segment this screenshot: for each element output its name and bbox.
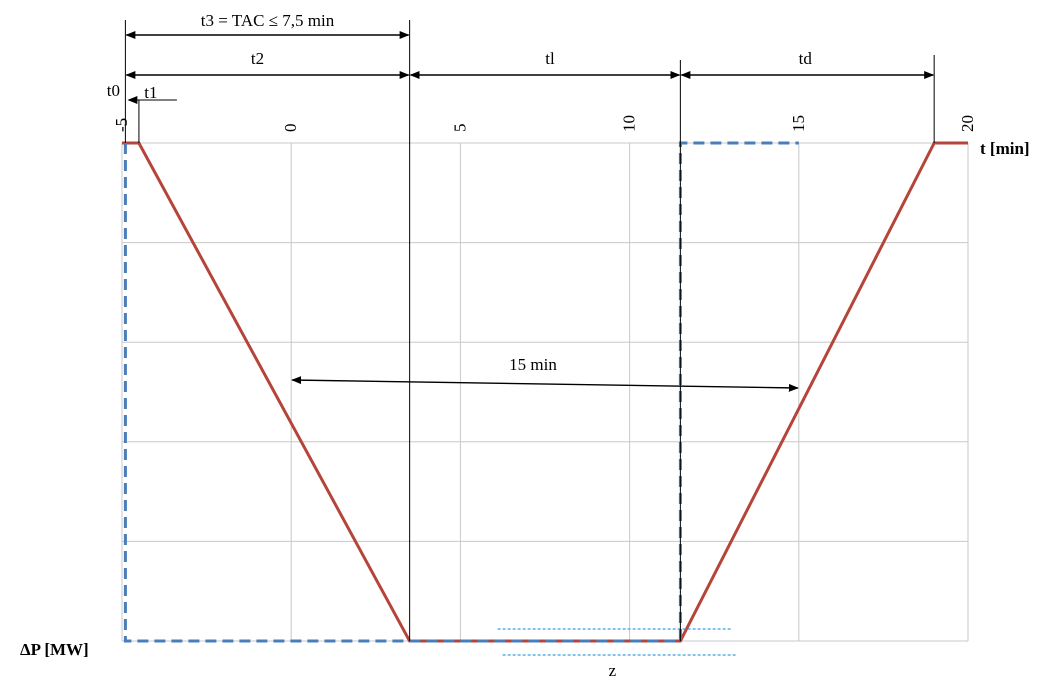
labels-layer: t [min] ΔP [MW]: [20, 139, 1030, 659]
t2-label: t2: [251, 49, 264, 68]
x-tick-label: 5: [450, 124, 469, 133]
y-axis-label: ΔP [MW]: [20, 640, 89, 659]
x-tick-label: -5: [112, 118, 131, 132]
solid-series-line: [122, 141, 968, 643]
grid: [121, 142, 969, 642]
x-tick-label: 0: [281, 124, 300, 133]
annotations-layer: -5 0 5 10 15 20 z t3 = TAC ≤ 7,5 min t2 tl td t0 t1 1…: [107, 11, 977, 680]
x-tick-label: 15: [789, 115, 808, 132]
dashed-series-line: [123, 141, 799, 643]
x-tick-label: 10: [620, 115, 639, 132]
x-axis-label: t [min]: [980, 139, 1030, 158]
span-15min-arrow: [291, 376, 799, 392]
t3-label: t3 = TAC ≤ 7,5 min: [201, 11, 335, 30]
span-15min-label: 15 min: [509, 355, 557, 374]
x-tick-label: 20: [958, 115, 977, 132]
tl-label: tl: [545, 49, 555, 68]
td-label: td: [799, 49, 813, 68]
t0-label: t0: [107, 81, 120, 100]
t1-label: t1: [144, 83, 157, 102]
z-label: z: [609, 661, 617, 680]
series-layer: [122, 141, 968, 643]
